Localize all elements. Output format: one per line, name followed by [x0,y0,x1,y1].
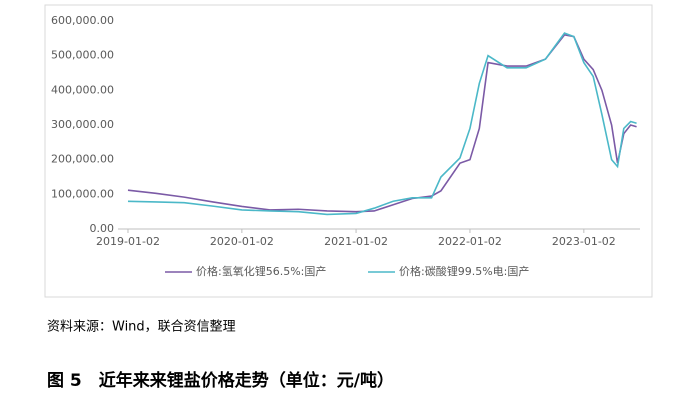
y-tick-label: 300,000.00 [51,118,114,131]
figure-caption: 图 5 近年来来锂盐价格走势（单位：元/吨） [47,370,394,391]
x-tick-label: 2019-01-02 [96,235,160,248]
y-tick-label: 400,000.00 [51,83,114,96]
y-tick-label: 200,000.00 [51,153,114,166]
x-tick-label: 2021-01-02 [324,235,388,248]
x-tick-label: 2022-01-02 [438,235,502,248]
series-line [127,33,637,213]
source-note: 资料来源：Wind，联合资信整理 [47,320,236,335]
legend-label: 价格:氢氧化锂56.5%:国产 [196,264,326,278]
y-tick-label: 500,000.00 [51,49,114,62]
legend-label: 价格:碳酸锂99.5%电:国产 [399,264,529,278]
chart-frame [44,4,653,298]
x-tick-label: 2020-01-02 [210,235,274,248]
y-tick-label: 100,000.00 [51,187,114,200]
x-tick-label: 2023-01-02 [552,235,616,248]
series-line [127,32,637,216]
y-tick-label: 0.00 [90,222,115,235]
y-tick-label: 600,000.00 [51,14,114,27]
